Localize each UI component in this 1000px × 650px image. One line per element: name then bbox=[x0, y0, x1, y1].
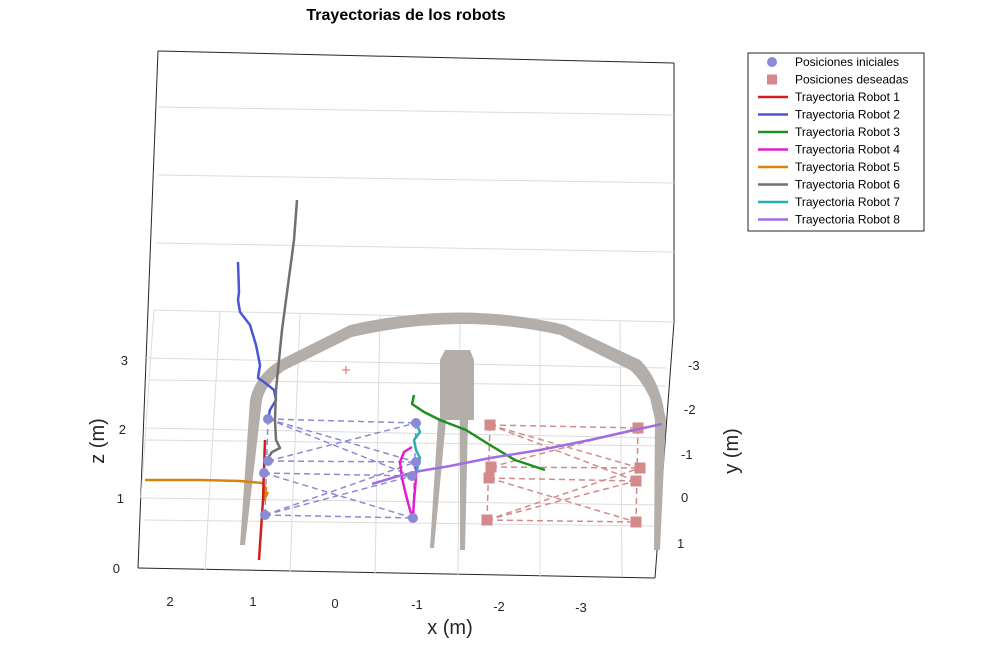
legend-label: Trayectoria Robot 3 bbox=[795, 125, 900, 139]
z-tick-label: 0 bbox=[113, 561, 120, 576]
initial-positions bbox=[259, 414, 421, 523]
legend-entry: Trayectoria Robot 4 bbox=[758, 143, 900, 157]
x-tick-label: 0 bbox=[331, 596, 338, 611]
legend-entry: Trayectoria Robot 3 bbox=[758, 125, 900, 139]
desired-marker bbox=[634, 462, 646, 474]
initial-marker bbox=[411, 457, 421, 467]
desired-marker bbox=[483, 472, 495, 484]
x-tick-label: -2 bbox=[493, 599, 505, 614]
legend-entry: Trayectoria Robot 1 bbox=[758, 90, 900, 104]
legend-label: Trayectoria Robot 5 bbox=[795, 160, 900, 174]
trajectories bbox=[145, 199, 663, 561]
legend-label: Trayectoria Robot 4 bbox=[795, 143, 900, 157]
grid bbox=[140, 106, 675, 578]
x-axis-label: x (m) bbox=[427, 617, 473, 639]
legend-entry: Posiciones iniciales bbox=[767, 55, 899, 69]
chart-title: Trayectorias de los robots bbox=[306, 7, 505, 24]
legend-entry: Trayectoria Robot 7 bbox=[758, 195, 900, 209]
legend-swatch bbox=[767, 57, 777, 67]
initial-edges bbox=[263, 418, 417, 519]
y-tick-labels: -3 -2 -1 0 1 bbox=[677, 358, 700, 551]
initial-marker bbox=[260, 510, 270, 520]
legend: Posiciones iniciales Posiciones deseadas T… bbox=[747, 52, 925, 232]
legend-entry: Trayectoria Robot 5 bbox=[758, 160, 900, 174]
initial-marker bbox=[263, 456, 273, 466]
desired-marker bbox=[485, 461, 497, 473]
initial-marker bbox=[259, 468, 269, 478]
y-tick-label: 0 bbox=[681, 490, 688, 505]
legend-label: Trayectoria Robot 8 bbox=[795, 213, 900, 227]
center-plus-marker bbox=[342, 366, 350, 374]
legend-label: Trayectoria Robot 2 bbox=[795, 108, 900, 122]
y-tick-label: -1 bbox=[681, 447, 693, 462]
trajectory-robot-3 bbox=[410, 394, 546, 472]
x-tick-label: 2 bbox=[166, 594, 173, 609]
legend-entry: Trayectoria Robot 2 bbox=[758, 108, 900, 122]
y-tick-label: 1 bbox=[677, 536, 684, 551]
x-tick-label: -1 bbox=[411, 597, 423, 612]
trajectory-robot-7 bbox=[411, 422, 422, 477]
desired-edges bbox=[486, 424, 641, 523]
z-tick-label: 3 bbox=[121, 353, 128, 368]
y-tick-label: -2 bbox=[684, 402, 696, 417]
desired-marker bbox=[484, 419, 496, 431]
x-tick-label: 1 bbox=[249, 594, 256, 609]
x-tick-label: -3 bbox=[575, 600, 587, 615]
desired-marker bbox=[481, 514, 493, 526]
x-tick-labels: 2 1 0 -1 -2 -3 bbox=[166, 594, 586, 615]
initial-marker bbox=[263, 414, 273, 424]
trajectory-robot-6 bbox=[266, 199, 299, 459]
legend-label: Trayectoria Robot 1 bbox=[795, 90, 900, 104]
desired-marker bbox=[630, 475, 642, 487]
legend-entry: Trayectoria Robot 6 bbox=[758, 178, 900, 192]
legend-label: Posiciones iniciales bbox=[795, 55, 899, 69]
legend-label: Posiciones deseadas bbox=[795, 73, 908, 87]
trajectory-robot-4 bbox=[398, 445, 418, 520]
initial-marker bbox=[411, 418, 421, 428]
legend-label: Trayectoria Robot 7 bbox=[795, 195, 900, 209]
legend-entry: Posiciones deseadas bbox=[767, 73, 908, 87]
legend-swatch bbox=[767, 74, 777, 85]
trajectory-robot-8 bbox=[371, 422, 663, 486]
desired-marker bbox=[630, 516, 642, 528]
z-axis-label: z (m) bbox=[87, 418, 109, 464]
z-tick-labels: 0 1 2 3 bbox=[113, 353, 128, 576]
initial-marker bbox=[408, 513, 418, 523]
y-axis-label: y (m) bbox=[721, 428, 743, 474]
structure bbox=[240, 312, 666, 550]
z-tick-label: 2 bbox=[119, 422, 126, 437]
y-tick-label: -3 bbox=[688, 358, 700, 373]
legend-entry: Trayectoria Robot 8 bbox=[758, 213, 900, 227]
legend-label: Trayectoria Robot 6 bbox=[795, 178, 900, 192]
initial-marker bbox=[407, 471, 417, 481]
z-tick-label: 1 bbox=[117, 491, 124, 506]
legend-items: Posiciones iniciales Posiciones deseadas T… bbox=[758, 55, 908, 227]
